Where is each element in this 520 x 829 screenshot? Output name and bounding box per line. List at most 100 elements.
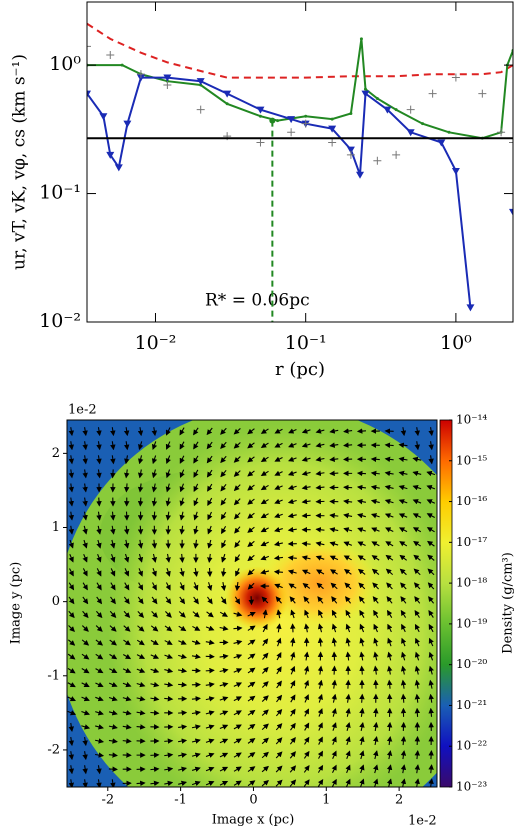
velocity-arrow: [81, 696, 90, 702]
velocity-arrow: [428, 441, 434, 451]
velocity-arrow: [428, 637, 434, 647]
velocity-arrow: [165, 511, 172, 521]
velocity-arrow: [413, 540, 421, 547]
velocity-arrow: [164, 667, 174, 674]
velocity-arrow: [207, 511, 213, 521]
velocity-arrow: [68, 525, 75, 535]
velocity-arrow: [331, 609, 337, 619]
velocity-arrow: [428, 455, 434, 465]
velocity-arrow: [301, 442, 311, 448]
velocity-arrow: [317, 764, 324, 773]
velocity-arrow: [165, 441, 171, 450]
velocity-arrow: [287, 555, 297, 561]
velocity-arrow: [247, 498, 255, 505]
velocity-arrow: [233, 682, 243, 688]
velocity-arrow: [318, 609, 324, 619]
velocity-arrow: [95, 696, 104, 702]
velocity-arrow: [110, 469, 116, 479]
velocity-arrow: [137, 582, 144, 591]
velocity-arrow: [68, 765, 75, 775]
velocity-arrow: [165, 568, 171, 577]
velocity-arrow: [151, 497, 158, 507]
velocity-arrow: [414, 623, 420, 633]
marker: [428, 89, 437, 98]
velocity-arrow: [303, 779, 310, 787]
velocity-arrow: [387, 637, 393, 647]
velocity-arrow: [96, 568, 102, 577]
velocity-arrow: [150, 639, 159, 646]
velocity-arrow: [386, 582, 393, 590]
velocity-arrow: [179, 469, 185, 479]
velocity-arrow: [345, 651, 351, 661]
velocity-arrow: [191, 738, 201, 744]
velocity-arrow: [273, 541, 283, 547]
velocity-arrow: [287, 470, 297, 476]
velocity-arrow: [82, 427, 88, 437]
velocity-arrow: [247, 709, 256, 716]
velocity-arrow: [205, 667, 215, 674]
velocity-arrow: [290, 637, 296, 647]
velocity-arrow: [219, 625, 229, 631]
velocity-arrow: [150, 681, 160, 688]
velocity-arrow: [359, 721, 365, 731]
y-tick-label: -1: [47, 668, 60, 683]
velocity-arrow: [67, 653, 76, 660]
velocity-arrow: [233, 470, 241, 477]
velocity-arrow: [274, 470, 283, 476]
velocity-arrow: [289, 736, 296, 745]
marker: [328, 125, 337, 133]
velocity-arrow: [110, 511, 116, 521]
velocity-arrow: [359, 778, 365, 787]
velocity-arrow: [400, 778, 407, 787]
velocity-arrow: [317, 679, 324, 689]
velocity-arrow: [276, 666, 282, 675]
velocity-arrow: [67, 639, 76, 646]
velocity-arrow: [262, 609, 268, 619]
velocity-arrow: [260, 541, 269, 547]
velocity-arrow: [233, 625, 243, 632]
velocity-arrow: [164, 766, 174, 772]
velocity-arrow: [287, 526, 297, 533]
velocity-arrow: [206, 469, 213, 478]
velocity-arrow: [151, 455, 158, 465]
marker: [223, 90, 232, 98]
velocity-arrow: [82, 483, 88, 493]
velocity-arrow: [330, 569, 338, 575]
velocity-arrow: [108, 752, 118, 758]
velocity-arrow: [400, 665, 407, 675]
velocity-arrow: [414, 596, 421, 604]
velocity-arrow: [290, 665, 296, 675]
velocity-arrow: [205, 738, 215, 744]
x-tick-label: 10⁻¹: [285, 332, 327, 354]
marker: [256, 106, 265, 114]
velocity-arrow: [206, 611, 214, 618]
offset-label: 1e-2: [68, 403, 97, 418]
velocity-arrow: [401, 623, 407, 633]
velocity-arrow: [95, 682, 104, 688]
velocity-arrow: [95, 625, 103, 632]
velocity-arrow: [109, 625, 117, 632]
velocity-arrow: [261, 596, 269, 604]
velocity-arrow: [386, 778, 393, 787]
velocity-arrow: [165, 469, 171, 479]
velocity-arrow: [247, 470, 255, 477]
velocity-arrow: [178, 667, 188, 674]
velocity-arrow: [123, 625, 131, 632]
velocity-arrow: [137, 525, 144, 535]
velocity-arrow: [304, 609, 310, 619]
velocity-arrow: [414, 637, 421, 647]
y-tick-label: 10⁻¹: [39, 182, 81, 204]
velocity-arrow: [165, 455, 171, 465]
velocity-arrow: [234, 540, 241, 548]
velocity-arrow: [219, 611, 228, 617]
velocity-arrow: [110, 441, 116, 451]
velocity-arrow: [345, 693, 351, 703]
velocity-arrow: [288, 442, 297, 448]
velocity-arrow: [164, 639, 173, 645]
velocity-arrow: [301, 541, 311, 547]
velocity-arrow: [82, 779, 88, 787]
velocity-arrow: [108, 696, 118, 702]
velocity-arrow: [178, 724, 188, 730]
velocity-arrow: [151, 610, 158, 618]
velocity-arrow: [96, 525, 102, 535]
